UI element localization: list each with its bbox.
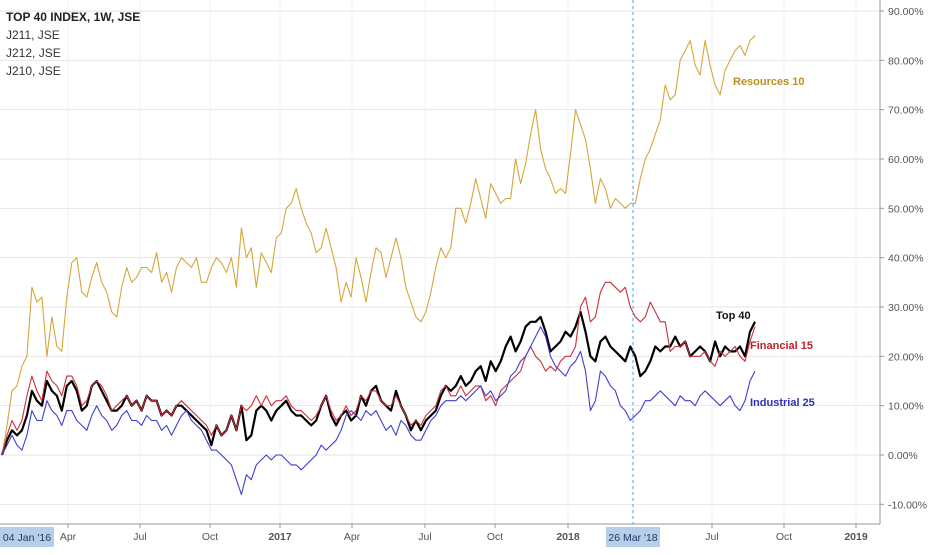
series-line-industrial-25: [1, 326, 756, 496]
series-line-resources-10: [1, 35, 756, 456]
annotation-financial-15: Financial 15: [750, 340, 813, 352]
y-tick-label: 90.00%: [888, 6, 924, 18]
annotation-industrial-25: Industrial 25: [750, 397, 815, 409]
y-axis: 90.00% 80.00% 70.00% 60.00% 50.00% 40.00% 30.0…: [879, 0, 927, 524]
y-tick-label: 30.00%: [888, 302, 924, 314]
y-tick-label: -10.00%: [888, 499, 927, 511]
x-tick-label: Jul: [133, 531, 146, 543]
x-tick-label: 2017: [268, 531, 292, 543]
x-tick-label: 2018: [556, 531, 580, 543]
series-line-top-40: [0, 310, 756, 456]
symbol-legend: TOP 40 INDEX, 1W, JSE J211, JSE J212, JS…: [6, 8, 140, 80]
y-tick-label: 80.00%: [888, 55, 924, 67]
start-date-badge: [0, 527, 54, 547]
y-tick-label: 50.00%: [888, 203, 924, 215]
y-tick-label: 0.00%: [888, 450, 918, 462]
x-tick-label: Apr: [344, 531, 361, 543]
legend-symbol-j210[interactable]: J210, JSE: [6, 64, 61, 78]
y-tick-label: 40.00%: [888, 253, 924, 265]
series-annotations: Resources 10 Top 40 Financial 15 Industrial…: [716, 76, 815, 409]
series-line-financial-15: [1, 281, 756, 456]
gridlines: [0, 0, 880, 524]
legend-main-symbol[interactable]: TOP 40 INDEX, 1W, JSE: [6, 10, 141, 24]
x-tick-label: Oct: [776, 531, 792, 543]
crosshair-date-badge: [606, 527, 660, 547]
x-axis: Apr Jul Oct 2017 Apr Jul Oct 2018 Jul Oct 2019 04 J…: [0, 523, 880, 547]
x-tick-label: Apr: [60, 531, 77, 543]
x-tick-label: 2019: [844, 531, 868, 543]
x-tick-label: Oct: [487, 531, 503, 543]
x-tick-label: Jul: [418, 531, 431, 543]
y-tick-label: 60.00%: [888, 154, 924, 166]
annotation-resources-10: Resources 10: [733, 76, 805, 88]
x-tick-label: Oct: [202, 531, 218, 543]
y-tick-label: 70.00%: [888, 105, 924, 117]
crosshair-date-label: 26 Mar '18: [608, 532, 657, 544]
x-tick-label: Jul: [705, 531, 718, 543]
series-layer: [0, 35, 756, 496]
annotation-top-40: Top 40: [716, 310, 751, 322]
legend-symbol-j211[interactable]: J211, JSE: [6, 28, 60, 42]
y-tick-label: 10.00%: [888, 401, 924, 413]
y-tick-label: 20.00%: [888, 351, 924, 363]
start-date-label: 04 Jan '16: [3, 532, 51, 544]
legend-symbol-j212[interactable]: J212, JSE: [6, 46, 61, 60]
